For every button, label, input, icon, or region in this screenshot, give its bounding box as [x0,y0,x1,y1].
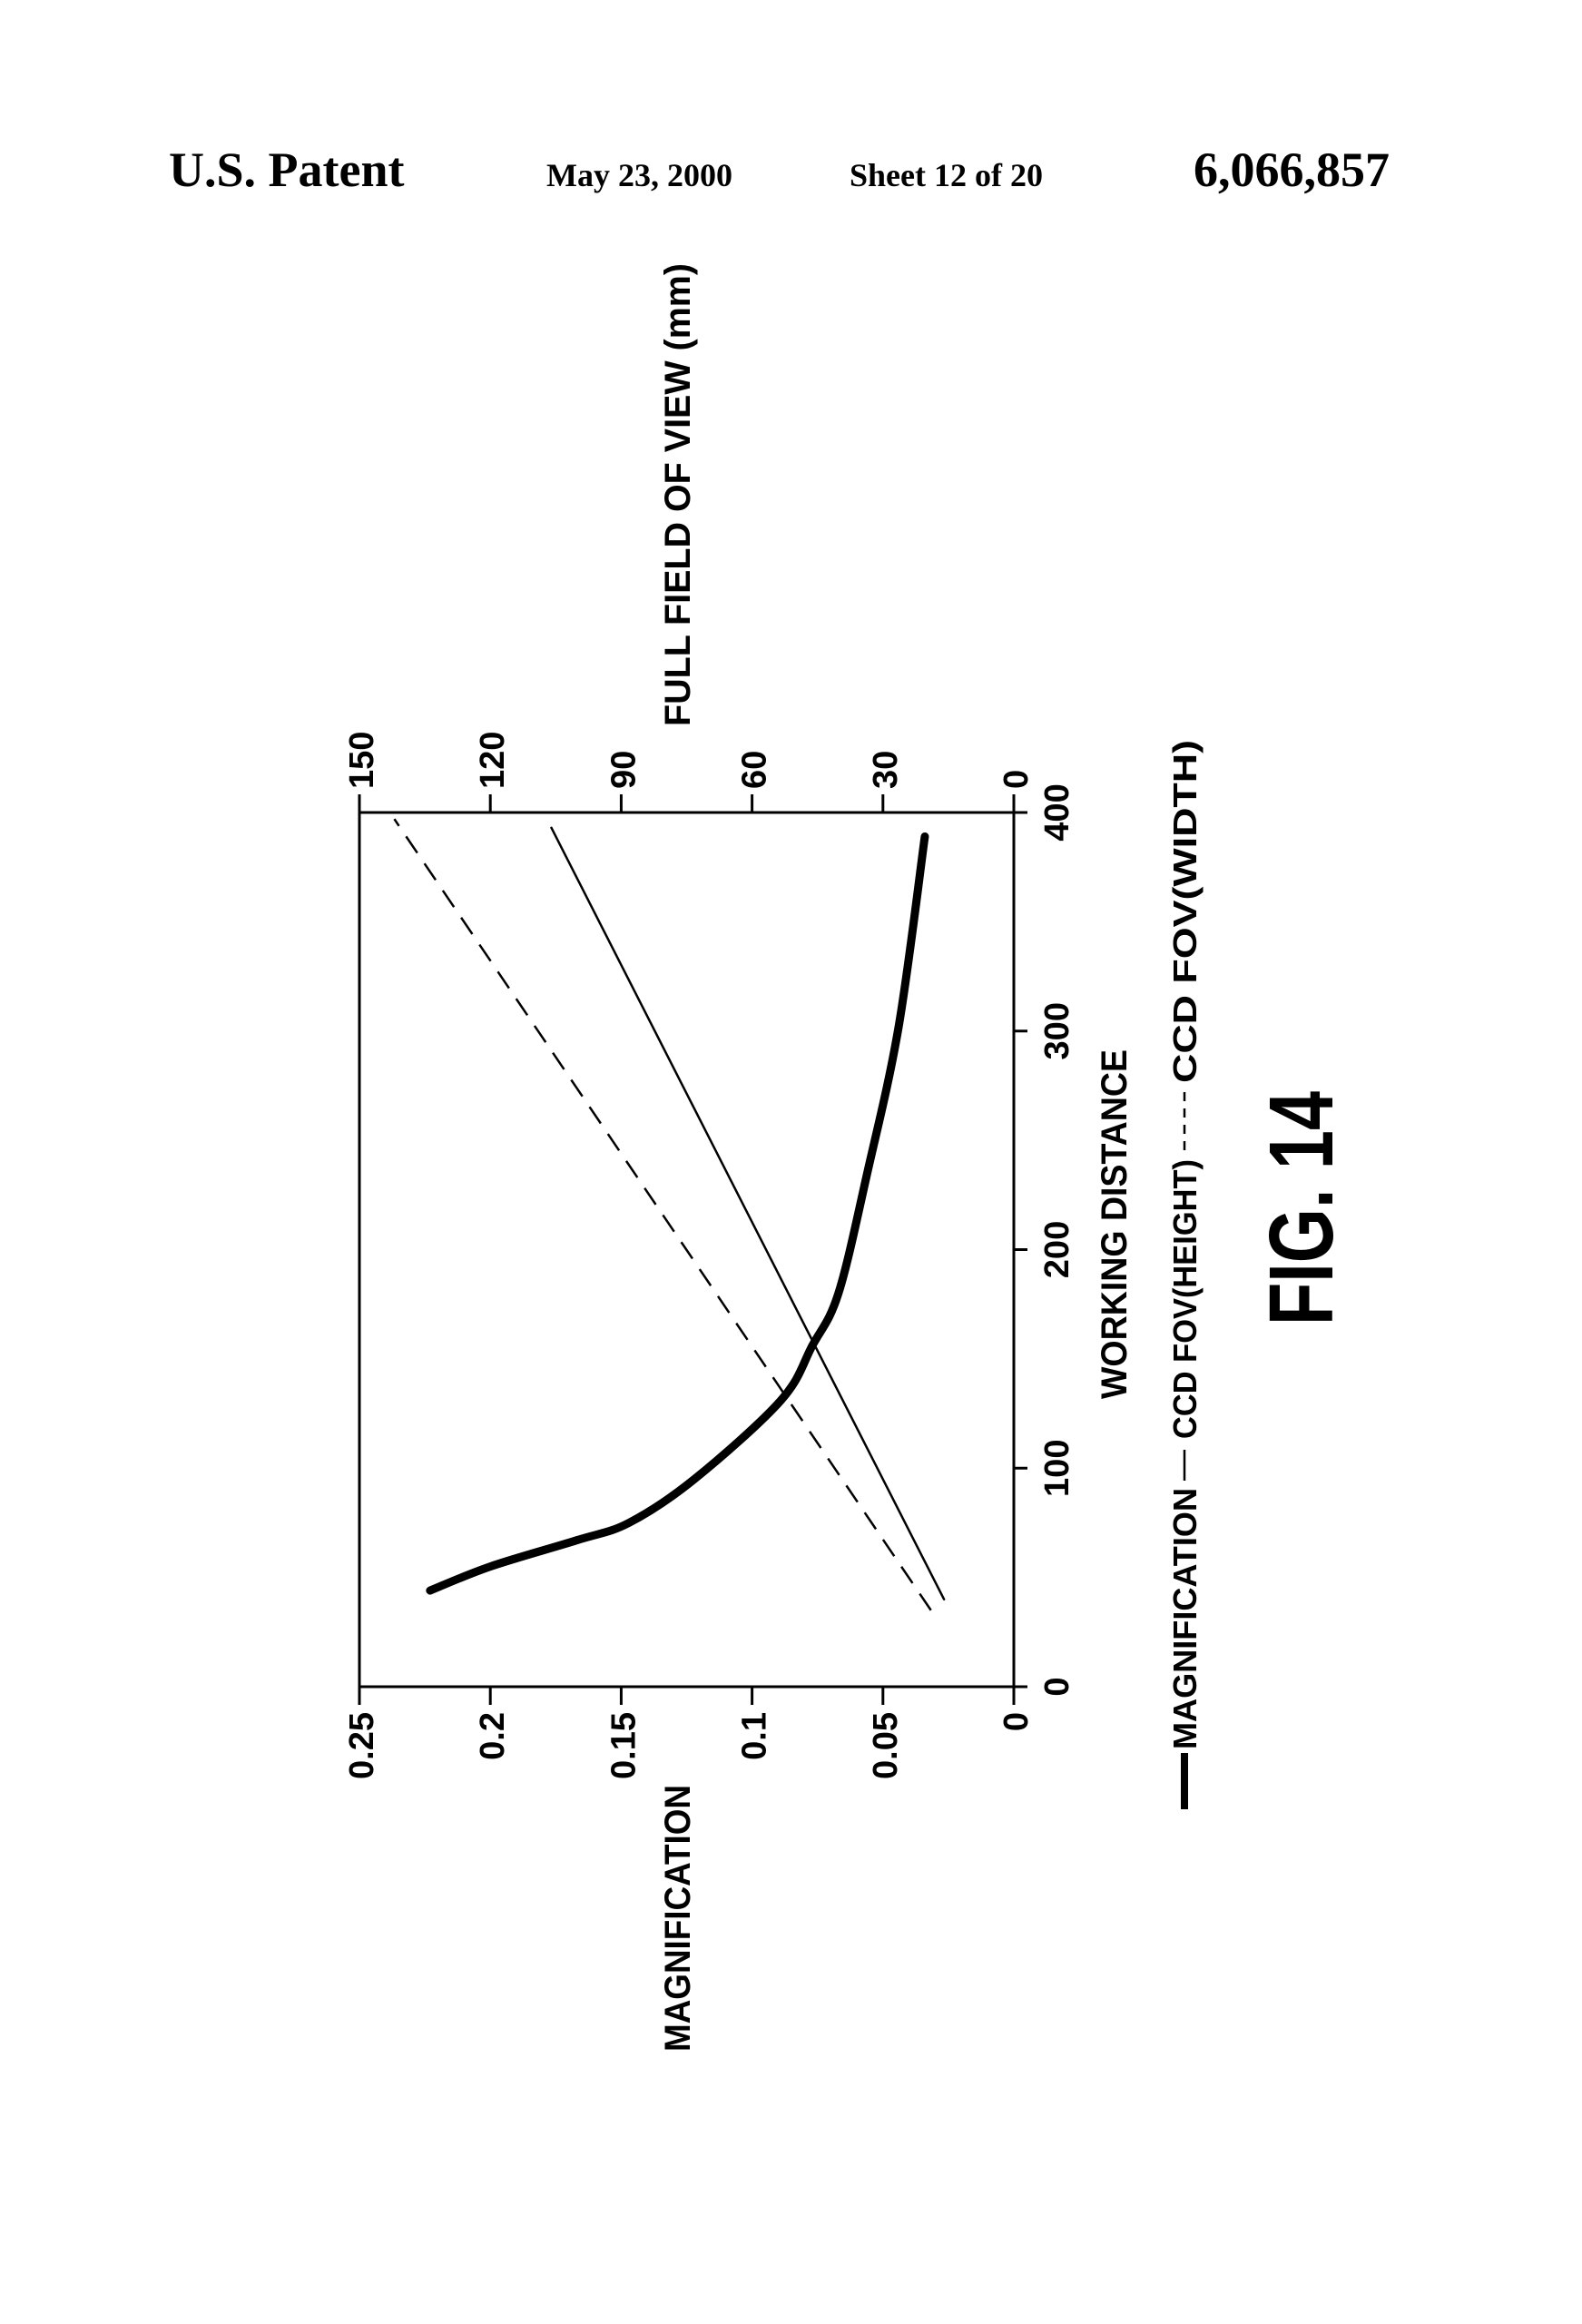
patent-sheet: U.S. Patent May 23, 2000 Sheet 12 of 20 … [0,0,1582,2324]
legend-label: CCD FOV(WIDTH) [1166,740,1204,1083]
magnification-tick-label: 0.1 [736,1712,774,1760]
right-axis-title: FULL FIELD OF VIEW (mm) [658,263,698,726]
fov-tick-label: 120 [474,732,512,789]
fov-tick-label: 30 [867,751,905,789]
series-magnification [430,836,925,1590]
legend-label: MAGNIFICATION [1166,1488,1204,1749]
header-date: May 23, 2000 [546,157,732,193]
header-patent-number: 6,066,857 [1194,143,1390,197]
header-sheet: Sheet 12 of 20 [850,157,1043,193]
fov-tick-label: 0 [997,770,1036,789]
x-axis-title: WORKING DISTANCE [1095,1049,1135,1399]
magnification-tick-label: 0.25 [343,1712,381,1779]
fov-tick-label: 60 [736,751,774,789]
series-ccd-fov-width [394,819,930,1610]
fov-tick-label: 90 [604,751,643,789]
working-distance-tick-label: 300 [1038,1002,1076,1059]
magnification-tick-label: 0.2 [474,1712,512,1760]
magnification-tick-label: 0.05 [867,1712,905,1779]
working-distance-tick-label: 200 [1038,1221,1076,1278]
header-patent-label: U.S. Patent [169,143,404,197]
working-distance-tick-label: 0 [1038,1677,1076,1696]
figure-label: FIG. 14 [1251,1091,1352,1325]
magnification-tick-label: 0 [997,1712,1036,1731]
legend-label: CCD FOV(HEIGHT) [1166,1159,1204,1439]
working-distance-tick-label: 100 [1038,1440,1076,1497]
left-axis-title: MAGNIFICATION [658,1785,698,2052]
chart: 0 0.05 0.1 0.15 0.2 0.25 0 30 60 90 120 150 0 100 200 3… [343,263,1204,2052]
working-distance-tick-label: 400 [1038,783,1076,841]
series-ccd-fov-height [551,828,944,1600]
magnification-tick-label: 0.15 [604,1712,643,1779]
fov-tick-label: 150 [343,732,381,789]
legend: MAGNIFICATION CCD FOV(HEIGHT) CCD FOV(WIDT… [1166,740,1204,1809]
